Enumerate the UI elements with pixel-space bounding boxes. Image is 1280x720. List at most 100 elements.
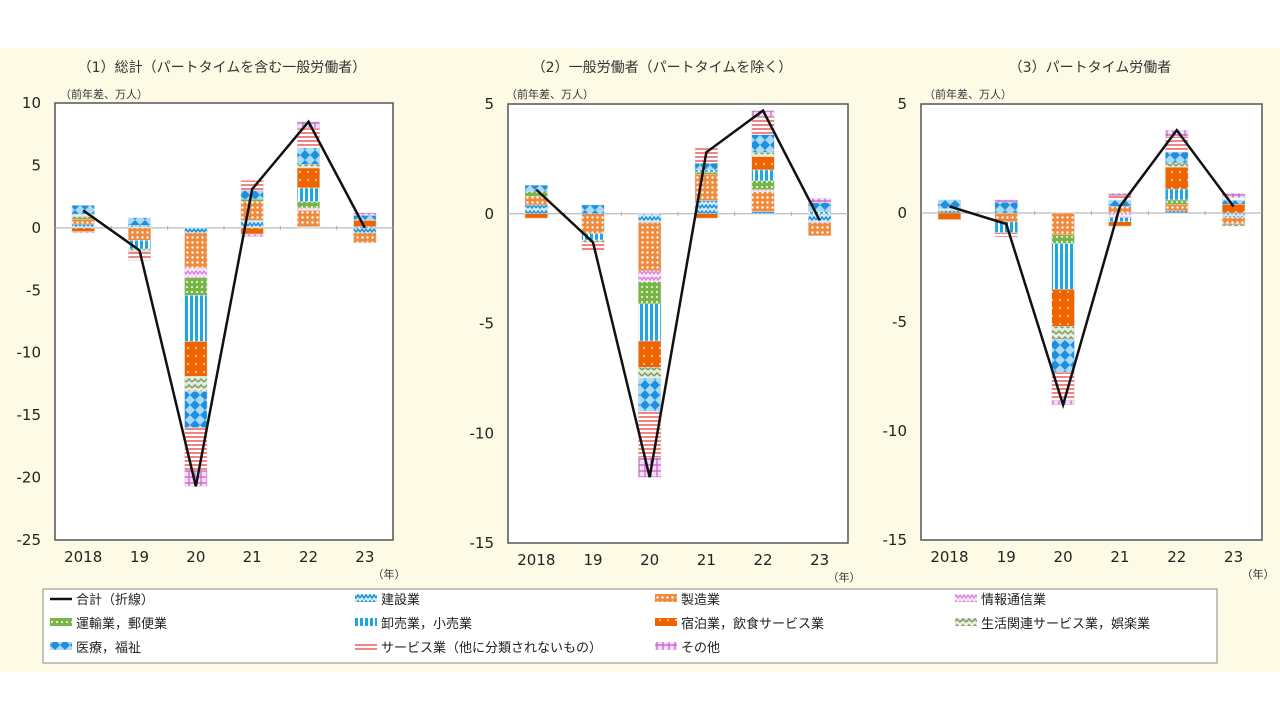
legend-label-life: 生活関連サービス業，娯楽業 (981, 616, 1150, 632)
bar-segment-con (71, 223, 95, 229)
x-tick-label: 2018 (517, 551, 555, 569)
bar-segment-other (1108, 193, 1132, 196)
bar-segment-hotel (694, 213, 718, 219)
bar-segment-med (994, 201, 1018, 214)
bar-segment-whole (1108, 217, 1132, 222)
bar-segment-con (1165, 210, 1189, 214)
bar-segment-svc (1221, 197, 1246, 201)
legend-swatch-life (955, 618, 977, 626)
x-tick-label: 22 (753, 551, 772, 569)
bar-segment-trans (1165, 199, 1189, 205)
bar-segment-trans (751, 180, 775, 190)
bar-segment-other (808, 198, 832, 204)
bar-segment-info (296, 207, 321, 211)
x-tick-label: 2018 (64, 548, 102, 566)
y-tick-label: 5 (484, 95, 494, 113)
bar-segment-con (127, 225, 152, 229)
bar-segment-con (353, 227, 377, 234)
bar-segment-hotel (71, 227, 95, 232)
legend-label-trans: 運輸業，郵便業 (76, 616, 167, 632)
bar-segment-whole (1051, 243, 1075, 290)
bar-segment-life (184, 376, 208, 392)
bar-segment-whole (184, 295, 208, 342)
bar-segment-mfg (240, 201, 264, 221)
legend-label-whole: 卸売業，小売業 (381, 616, 472, 632)
legend-swatch-svc (355, 642, 377, 650)
total-line (535, 108, 821, 478)
y-tick-label: -10 (470, 424, 495, 442)
bar-segment-info (1108, 212, 1132, 218)
panel-title: （1）総計（パートタイムを含む一般労働者） (78, 60, 367, 76)
bar-segment-mfg (1165, 204, 1189, 212)
x-tick-label: 22 (1167, 548, 1186, 566)
bar-segment-med (638, 378, 662, 412)
legend-label-med: 医療，福祉 (76, 641, 141, 656)
panel-1: （1）総計（パートタイムを含む一般労働者） （前年差、万人） 10 5 0 -5 -10 -1… (17, 60, 406, 581)
y-axis-unit: （前年差、万人） (506, 87, 594, 101)
bar-segment-trans (296, 201, 321, 209)
panel-title: （2）一般労働者（パートタイムを除く） (532, 60, 793, 76)
y-tick-label: -10 (17, 344, 42, 362)
x-tick-label: 21 (243, 548, 262, 566)
y-tick-label: -10 (883, 422, 908, 440)
bar-segment-other (71, 231, 95, 234)
legend-box (42, 588, 1218, 664)
x-tick-label: 21 (1110, 548, 1129, 566)
bar-segment-info (638, 270, 662, 283)
bar-segment-hotel (937, 212, 962, 220)
total-line (949, 128, 1235, 410)
bar-segment-con (184, 227, 208, 234)
bar-segment-hotel (524, 213, 548, 219)
bar-segment-life (1051, 326, 1075, 340)
legend-swatch-con (355, 594, 377, 602)
x-tick-label: 20 (186, 548, 205, 566)
plot-area (507, 103, 849, 544)
y-tick-label: 5 (897, 95, 907, 113)
bar-segment-con (638, 213, 662, 223)
panel-title: （3）パートタイム労働者 (1009, 60, 1172, 76)
y-tick-label: -25 (17, 531, 42, 549)
bar-segment-hotel (184, 341, 208, 377)
panel-2: （2）一般労働者（パートタイムを除く）（前年差、万人）50-5-10-15201… (470, 60, 861, 584)
total-line (82, 119, 366, 487)
bar-segment-trans (1051, 234, 1075, 244)
bar-segment-trans (240, 198, 264, 202)
bar-segment-hotel (751, 156, 775, 171)
bar-segment-con (937, 210, 962, 214)
x-tick-label: 19 (583, 551, 602, 569)
plot-area (54, 102, 394, 541)
bar-segment-mfg (581, 213, 605, 234)
x-tick-label: 20 (640, 551, 659, 569)
bar-segment-mfg (296, 210, 321, 227)
legend-swatch-other (655, 642, 677, 650)
bar-segment-life (751, 152, 775, 157)
bar-segment-con (524, 204, 548, 215)
y-tick-label: -15 (883, 531, 908, 549)
bar-segment-other (240, 233, 264, 237)
bar-segment-mfg (1221, 217, 1246, 225)
y-tick-label: -20 (17, 469, 42, 487)
y-tick-label: 0 (31, 219, 41, 237)
bar-segment-life (1165, 162, 1189, 168)
bar-segment-med (353, 215, 377, 221)
x-tick-label: 23 (1224, 548, 1243, 566)
y-axis-unit: （前年差、万人） (924, 87, 1012, 101)
y-tick-label: -15 (17, 406, 42, 424)
bar-segment-mfg (808, 222, 832, 236)
legend-swatch-info (955, 594, 977, 602)
legend-label-info: 情報通信業 (981, 592, 1046, 608)
y-tick-label: 5 (31, 156, 41, 174)
legend-label-svc: サービス業（他に分類されないもの） (381, 640, 602, 656)
bar-segment-whole (1165, 188, 1189, 201)
bar-segment-hotel (296, 167, 321, 189)
bar-segment-med (127, 217, 152, 226)
bar-segment-med (581, 204, 605, 215)
bar-segment-whole (751, 169, 775, 182)
bar-segment-trans (638, 281, 662, 304)
bar-segment-med (1221, 199, 1246, 205)
bar-segment-med (524, 184, 548, 193)
x-tick-label: 2018 (930, 548, 968, 566)
y-tick-label: -5 (892, 313, 907, 331)
